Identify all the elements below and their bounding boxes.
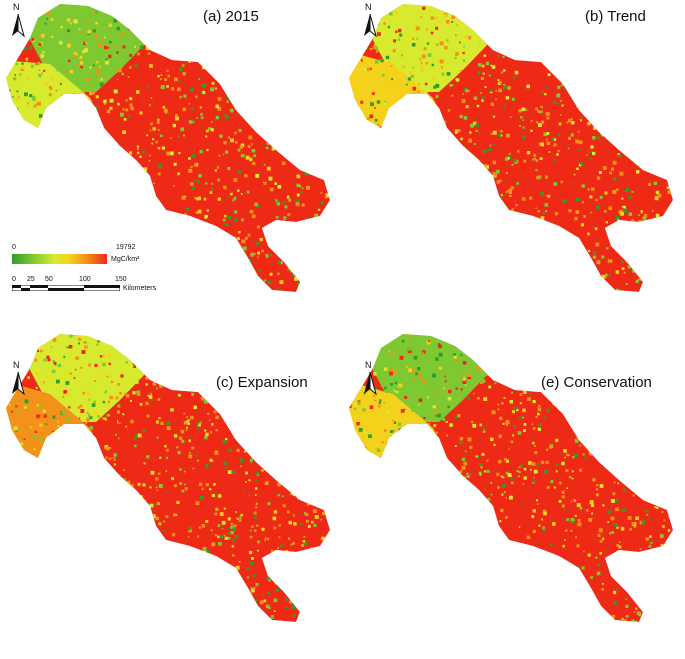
legend-color-ramp xyxy=(12,254,107,264)
north-label: N xyxy=(13,2,20,12)
north-arrow-icon: N xyxy=(8,2,28,40)
scale-unit: Kilometers xyxy=(123,285,157,292)
map-panel-c: N (c) Expansion xyxy=(0,330,342,659)
scale-tick: 50 xyxy=(45,276,53,283)
north-arrow-icon: N xyxy=(360,360,380,398)
legend-min-label: 0 xyxy=(12,244,16,251)
legend-max-label: 19792 xyxy=(116,244,136,251)
carbon-storage-map xyxy=(349,334,673,622)
north-label: N xyxy=(365,360,372,370)
carbon-storage-map xyxy=(6,334,330,622)
map-panel-a: N (a) 2015 0 19792 MgC/km² 0 25 50 100 1… xyxy=(0,0,342,329)
panel-title: (e) Conservation xyxy=(541,374,652,391)
legend-unit: MgC/km² xyxy=(111,256,140,263)
panel-title: (b) Trend xyxy=(585,8,646,25)
panel-title: (a) 2015 xyxy=(203,8,259,25)
scale-tick: 25 xyxy=(27,276,35,283)
map-legend: 0 19792 MgC/km² 0 25 50 100 150 Kilomete… xyxy=(12,244,182,304)
scale-bar xyxy=(12,285,120,291)
map-panel-e: N (e) Conservation xyxy=(343,330,685,659)
north-arrow-icon: N xyxy=(8,360,28,398)
north-arrow-icon: N xyxy=(360,2,380,40)
scale-tick: 150 xyxy=(115,276,127,283)
north-label: N xyxy=(13,360,20,370)
map-panel-b: N (b) Trend xyxy=(343,0,685,329)
panel-title: (c) Expansion xyxy=(216,374,308,391)
carbon-storage-map xyxy=(349,4,673,292)
scale-tick: 0 xyxy=(12,276,16,283)
scale-tick: 100 xyxy=(79,276,91,283)
north-label: N xyxy=(365,2,372,12)
carbon-storage-map xyxy=(6,4,330,292)
